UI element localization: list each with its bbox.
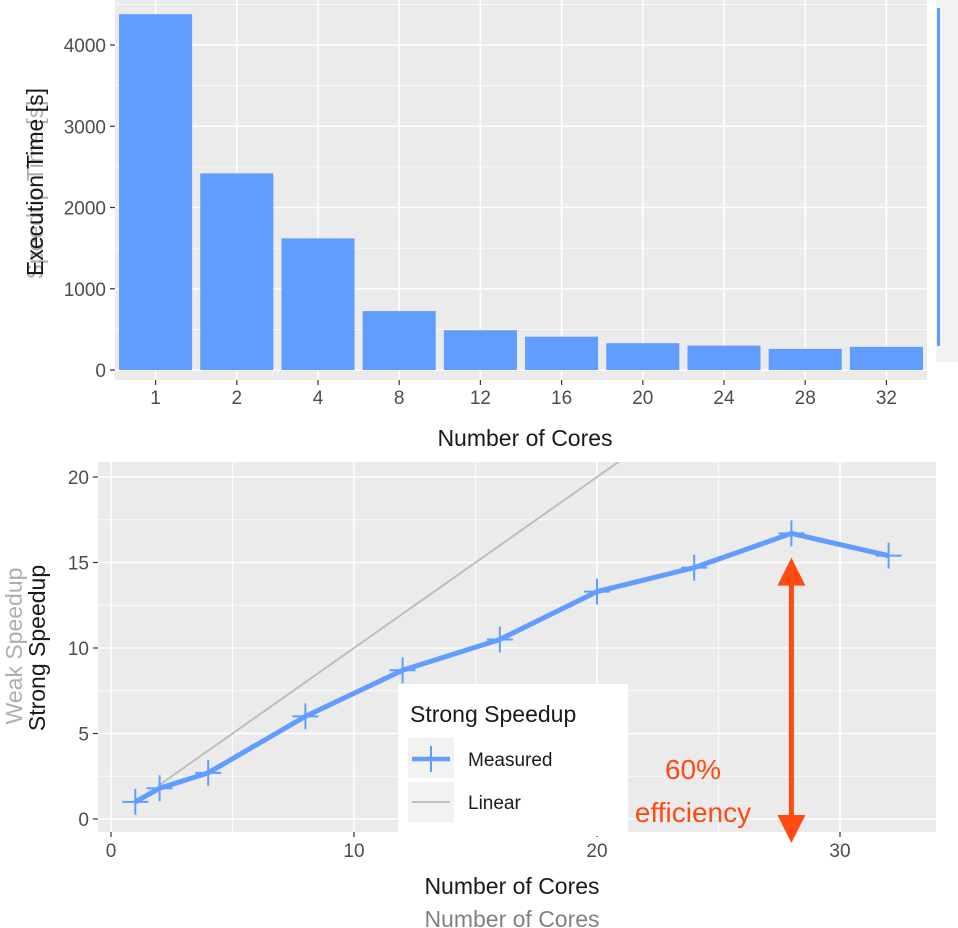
measured-point — [875, 542, 902, 569]
legend-label-measured: Measured — [468, 750, 553, 771]
bar-chart-y-axis-title: Execution Time [s] — [22, 88, 48, 276]
bar-x-tick-label: 32 — [876, 388, 897, 409]
bar-chart-x-axis-title: Number of Cores — [437, 425, 612, 451]
legend-title: Strong Speedup — [410, 701, 576, 727]
bar-8 — [362, 311, 436, 370]
line-y-tick-label: 15 — [68, 554, 89, 575]
line-chart-legend: Strong Speedup Measured Linear — [398, 684, 628, 836]
line-chart-series — [122, 462, 902, 815]
line-chart-y-ticks: 0 5 10 15 20 — [68, 468, 98, 831]
bar-x-tick-label: 2 — [232, 388, 243, 409]
bar-x-tick-label: 1 — [150, 388, 161, 409]
line-chart-x-ticks: 0 10 20 30 — [106, 832, 851, 862]
bar-x-tick-label: 16 — [551, 388, 572, 409]
measured-point — [146, 775, 173, 802]
bar-2 — [200, 173, 274, 370]
line-y-tick-label: 10 — [68, 639, 89, 660]
bar-x-tick-label: 28 — [795, 388, 816, 409]
bar-4 — [281, 238, 355, 370]
line-y-tick-label: 5 — [78, 725, 89, 746]
bar-16 — [525, 336, 599, 370]
line-x-tick-label: 0 — [106, 841, 117, 862]
line-x-tick-label: 20 — [586, 841, 607, 862]
bar-chart-legend-remnant — [936, 0, 958, 362]
series-linear — [159, 462, 621, 786]
line-y-tick-label: 20 — [68, 468, 89, 489]
bar-chart-ghost-ylabel: Speedup Time [s] — [22, 101, 48, 280]
efficiency-arrow-head-down — [777, 815, 806, 843]
measured-point — [681, 554, 708, 581]
bar-1 — [119, 14, 193, 370]
efficiency-label-line1: 60% — [665, 754, 721, 785]
bar-24 — [687, 345, 761, 370]
bar-x-tick-label: 4 — [313, 388, 324, 409]
bar-20 — [606, 343, 680, 370]
line-chart-ghost-ylabel: Weak Speedup — [1, 568, 27, 725]
measured-point — [389, 657, 416, 684]
bar-y-tick-label: 4000 — [64, 36, 106, 57]
bar-y-tick-label: 2000 — [64, 199, 106, 220]
efficiency-arrow-head-up — [777, 557, 806, 586]
efficiency-label-line2: efficiency — [635, 797, 751, 828]
measured-point — [778, 520, 805, 547]
bar-28 — [768, 348, 842, 370]
measured-point — [195, 759, 222, 786]
line-chart: 0 5 10 15 20 0 10 20 30 Strong Speedup Measured… — [1, 462, 936, 928]
bar-x-tick-label: 8 — [394, 388, 405, 409]
bar-x-tick-label: 24 — [713, 388, 735, 409]
line-chart-x-axis-title: Number of Cores — [424, 873, 599, 899]
bar-y-tick-label: 0 — [95, 361, 106, 382]
line-y-tick-label: 0 — [78, 810, 89, 831]
bar-32 — [849, 346, 923, 370]
bar-chart-legend-key-remnant — [937, 8, 940, 346]
efficiency-annotation: 60% efficiency — [635, 557, 806, 843]
bar-y-tick-label: 3000 — [64, 117, 106, 138]
bar-x-tick-label: 12 — [470, 388, 491, 409]
bar-x-tick-label: 20 — [632, 388, 653, 409]
line-chart-ghost-xlabel: Number of Cores — [424, 906, 599, 928]
bar-chart-x-ticks: 1 2 4 8 12 16 20 24 28 32 — [150, 380, 897, 409]
measured-point — [122, 788, 149, 815]
series-measured — [134, 530, 890, 805]
bar-12 — [443, 330, 517, 370]
measured-point — [584, 578, 610, 605]
bar-chart-bars — [119, 14, 923, 370]
line-chart-y-axis-title: Strong Speedup — [24, 565, 50, 731]
legend-label-linear: Linear — [468, 793, 521, 814]
line-x-tick-label: 10 — [343, 841, 364, 862]
measured-point — [292, 703, 319, 730]
line-x-tick-label: 30 — [829, 841, 850, 862]
bar-y-tick-label: 1000 — [64, 280, 106, 301]
measured-point — [486, 626, 513, 653]
bar-chart-y-ticks: 0 1000 2000 3000 4000 — [64, 36, 115, 382]
